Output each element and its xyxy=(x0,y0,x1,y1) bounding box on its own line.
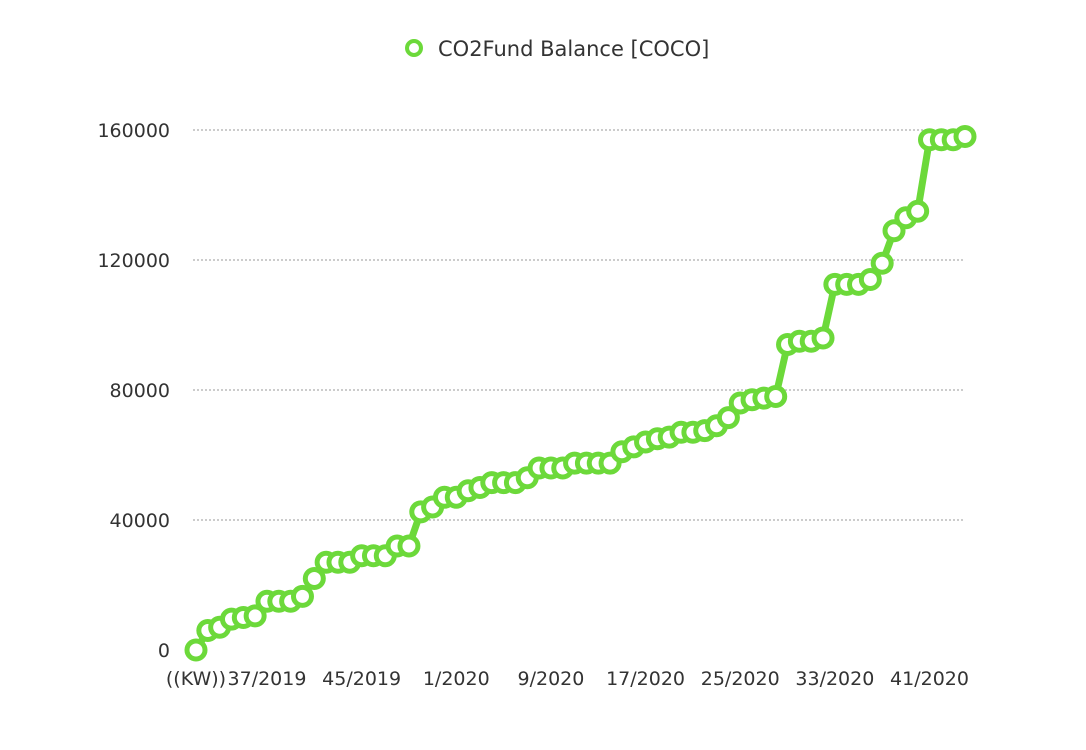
legend-marker xyxy=(405,39,423,57)
y-tick-label: 160000 xyxy=(97,120,170,142)
data-point xyxy=(302,567,326,590)
x-tick-label: 45/2019 xyxy=(322,668,401,690)
data-point xyxy=(858,268,882,291)
data-point xyxy=(290,584,314,608)
data-point xyxy=(243,604,267,628)
x-tick-label: 41/2020 xyxy=(890,668,969,690)
y-tick-label: 40000 xyxy=(110,510,170,532)
x-tick-label: 25/2020 xyxy=(701,668,780,690)
data-point xyxy=(184,638,208,662)
x-tick-label: ((KW)) xyxy=(166,668,226,690)
x-axis: ((KW)) 37/2019 45/2019 1/2020 9/2020 17/2020 2… xyxy=(166,668,969,690)
data-point xyxy=(870,251,894,275)
series-points xyxy=(184,125,977,662)
grid xyxy=(193,129,965,521)
y-tick-label: 0 xyxy=(158,640,170,662)
legend: CO2Fund Balance [COCO] xyxy=(405,37,709,61)
data-point xyxy=(764,385,788,408)
legend-label: CO2Fund Balance [COCO] xyxy=(438,37,709,61)
y-tick-label: 80000 xyxy=(110,380,170,402)
x-tick-label: 9/2020 xyxy=(518,668,585,690)
x-tick-label: 33/2020 xyxy=(795,668,874,690)
x-tick-label: 17/2020 xyxy=(606,668,685,690)
x-tick-label: 1/2020 xyxy=(423,668,490,690)
data-point xyxy=(953,125,977,148)
data-point xyxy=(397,534,421,558)
x-tick-label: 37/2019 xyxy=(228,668,307,690)
data-point xyxy=(906,199,930,223)
data-point xyxy=(811,326,835,350)
y-axis: 0 40000 80000 120000 160000 xyxy=(97,120,170,662)
y-tick-label: 120000 xyxy=(97,250,170,272)
data-point xyxy=(716,406,740,430)
